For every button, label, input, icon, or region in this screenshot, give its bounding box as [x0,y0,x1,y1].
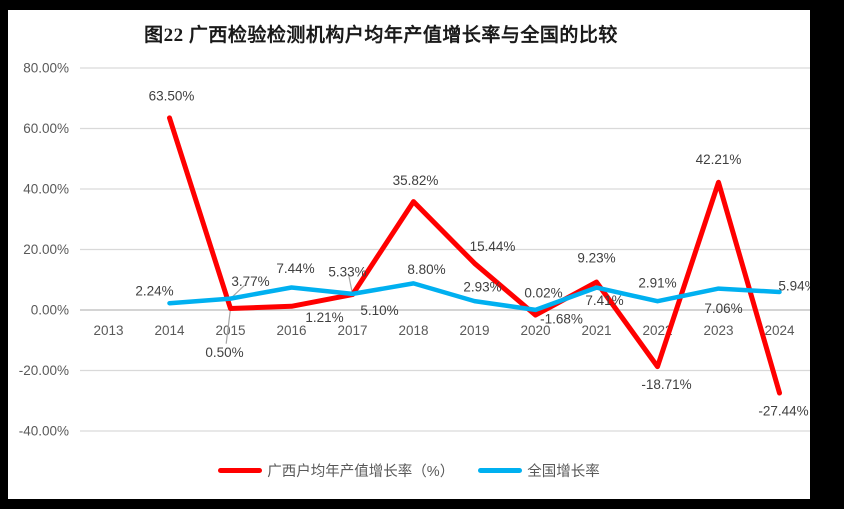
legend-label-national: 全国增长率 [527,464,600,480]
data-label: 0.50% [205,345,243,360]
data-label: 1.21% [305,310,343,325]
y-axis-labels: 80.00% 60.00% 40.00% 20.00% 0.00% -20.00% -40.… [19,61,69,439]
x-axis-tick-label: 2017 [337,323,367,338]
x-axis-tick-label: 2015 [215,323,245,338]
data-label: 2.91% [638,276,676,291]
chart-title: 图22 广西检验检测机构户均年产值增长率与全国的比较 [144,25,618,46]
x-axis-tick-label: 2018 [398,323,428,338]
x-axis-tick-label: 2023 [703,323,733,338]
y-axis-tick-label: -20.00% [19,363,69,378]
data-label: 5.33% [328,264,366,279]
x-axis-tick-label: 2020 [520,323,550,338]
data-label: 63.50% [149,88,195,103]
series-line-national [167,281,782,313]
y-axis-tick-label: 60.00% [23,121,69,136]
data-label: 5.10% [360,303,398,318]
data-label: 8.80% [407,262,445,277]
x-axis-tick-label: 2021 [581,323,611,338]
data-label: 42.21% [696,152,742,167]
chart-legend: 广西户均年产值增长率（%） 全国增长率 [8,460,810,481]
data-label: 2.93% [463,280,501,295]
legend-item-national: 全国增长率 [478,460,600,481]
legend-item-guangxi: 广西户均年产值增长率（%） [218,460,454,481]
data-label: -27.44% [758,404,808,419]
y-axis-tick-label: 40.00% [23,182,69,197]
x-axis-tick-label: 2014 [154,323,185,338]
data-label: 2.24% [135,284,173,299]
x-axis-tick-label: 2016 [276,323,306,338]
chart-svg: 80.00% 60.00% 40.00% 20.00% 0.00% -20.00% -40.… [19,61,810,439]
series-line-guangxi [167,115,782,396]
chart-panel: 图22 广西检验检测机构户均年产值增长率与全国的比较 80.00% 60.00% 4… [8,10,810,499]
data-label-leader-line [225,308,232,344]
data-label: 7.41% [585,293,623,308]
data-label: 15.44% [470,239,516,254]
data-label: 7.06% [704,301,742,316]
y-axis-tick-label: 0.00% [31,303,69,318]
data-label: 7.44% [276,261,314,276]
data-label: 0.02% [524,285,562,300]
data-label: 9.23% [577,251,615,266]
legend-swatch-national-icon [478,468,523,473]
x-axis-labels: 2013 2014 2015 2016 2017 2018 2019 2020 2021 2022… [93,323,795,338]
data-labels-national: 2.24% 3.77% 7.44% 5.33% 8.80% 2.93% 0.02% 7.41%… [135,261,810,316]
legend-swatch-guangxi-icon [218,468,263,473]
y-axis-tick-label: 20.00% [23,242,69,257]
data-label: -18.71% [641,377,691,392]
data-label: 3.77% [231,274,269,289]
data-label: -1.68% [540,312,583,327]
gridlines [80,67,810,432]
data-label: 35.82% [393,173,439,188]
y-axis-tick-label: -40.00% [19,424,69,439]
x-axis-tick-label: 2022 [642,323,672,338]
data-label: 5.94% [778,279,810,294]
x-axis-tick-label: 2013 [93,323,123,338]
y-axis-tick-label: 80.00% [23,61,69,76]
legend-label-guangxi: 广西户均年产值增长率（%） [267,464,455,480]
data-label-leader-line [348,276,354,294]
data-labels-guangxi: 63.50% 0.50% 1.21% 5.10% 35.82% 15.44% -1.68% 9… [149,88,809,418]
x-axis-tick-label: 2024 [764,323,795,338]
x-axis-tick-label: 2019 [459,323,489,338]
